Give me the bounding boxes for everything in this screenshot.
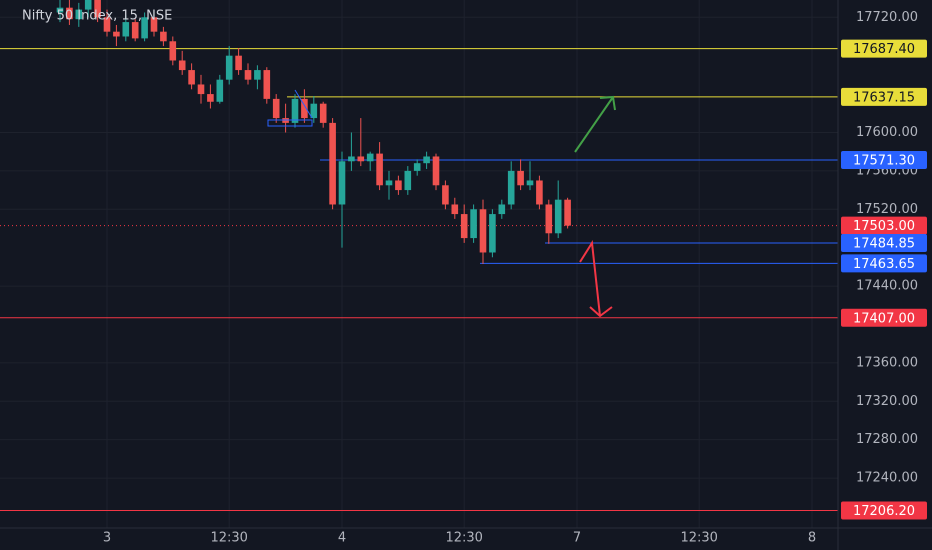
x-tick-label: 3	[103, 531, 111, 546]
candle-body	[432, 156, 440, 186]
levels	[0, 48, 838, 512]
candle-body	[404, 170, 412, 191]
level-tag	[841, 234, 927, 253]
level-tag	[841, 39, 927, 58]
candle-body	[423, 156, 430, 164]
candle-body	[357, 156, 365, 162]
candle-body	[348, 156, 355, 162]
level-tag	[841, 308, 927, 327]
x-tick-label: 8	[808, 531, 816, 546]
candles	[56, 0, 571, 264]
y-tick-label: 17600.00	[856, 125, 918, 140]
y-tick-label: 17360.00	[856, 355, 918, 370]
candle-body	[526, 180, 534, 186]
candle-body	[366, 153, 374, 162]
candle-body	[235, 55, 242, 71]
x-tick-label: 12:30	[210, 531, 247, 546]
candle-body	[479, 209, 487, 253]
candle-body	[84, 0, 92, 10]
candle-body	[254, 70, 261, 80]
level-label: 17687.40	[853, 42, 915, 57]
candle-body	[291, 98, 299, 123]
x-tick-label: 7	[573, 531, 581, 546]
up-arrow	[574, 95, 616, 153]
grid	[0, 0, 838, 528]
candle-body	[470, 209, 477, 239]
candle-body	[94, 0, 101, 18]
down-arrow	[579, 240, 613, 318]
candle-body	[517, 170, 524, 186]
candle-body	[207, 94, 214, 102]
candle-body	[301, 98, 308, 119]
candle-body	[460, 214, 468, 239]
candle-body	[160, 31, 167, 42]
y-tick-label: 17320.00	[856, 394, 918, 409]
level-label: 17637.15	[853, 90, 915, 105]
candle-body	[263, 70, 271, 99]
candle-body	[75, 9, 83, 20]
candle-body	[141, 17, 148, 39]
level-tag	[841, 216, 927, 235]
candle-body	[310, 103, 318, 119]
x-tick-label: 12:30	[680, 531, 717, 546]
candle-body	[113, 31, 120, 37]
level-tag	[841, 254, 927, 273]
candle-body	[395, 180, 402, 191]
candle-body	[498, 204, 506, 215]
highlight-box	[267, 119, 313, 127]
candle-body	[197, 84, 205, 95]
candle-body	[489, 214, 496, 253]
level-label: 17571.30	[853, 154, 915, 169]
candle-body	[225, 55, 233, 80]
candle-body	[545, 204, 553, 234]
y-tick-label: 17520.00	[856, 202, 918, 217]
x-tick-label: 4	[338, 531, 346, 546]
candle-body	[178, 60, 186, 71]
x-tick-label: 12:30	[445, 531, 482, 546]
candle-body	[385, 180, 393, 186]
candle-body	[66, 7, 73, 20]
y-tick-label: 17720.00	[856, 10, 918, 25]
candle-body	[376, 153, 383, 186]
trend-stroke	[294, 89, 313, 119]
candle-body	[329, 122, 336, 205]
candle-body	[507, 170, 515, 205]
candle-body	[338, 161, 346, 205]
candle-body	[188, 70, 195, 85]
candle-body	[536, 180, 543, 205]
candle-body	[272, 98, 280, 119]
level-tag	[841, 151, 927, 170]
candle-body	[150, 17, 158, 32]
y-tick-label: 17240.00	[856, 471, 918, 486]
candle-body	[169, 41, 177, 61]
candle-body	[244, 70, 252, 80]
candle-body	[442, 185, 449, 205]
level-label: 17463.65	[853, 257, 915, 272]
candle-body	[554, 199, 562, 234]
level-label: 17484.85	[853, 237, 915, 252]
level-label: 17206.20	[853, 504, 915, 519]
candle-body	[56, 7, 64, 13]
chart-title: Nifty 50 Index, 15, NSE	[22, 9, 172, 24]
candle-body	[131, 22, 139, 39]
candle-body	[413, 163, 421, 171]
candle-body	[216, 79, 224, 102]
candle-body	[564, 199, 571, 226]
y-tick-label: 17280.00	[856, 432, 918, 447]
level-tag	[841, 87, 927, 106]
candle-body	[103, 17, 111, 32]
candle-body	[319, 103, 327, 123]
y-tick-label: 17440.00	[856, 279, 918, 294]
level-label: 17407.00	[853, 311, 915, 326]
level-label: 17503.00	[853, 219, 915, 234]
candle-body	[122, 22, 130, 37]
level-tag	[841, 501, 927, 520]
candle-body	[451, 204, 459, 215]
